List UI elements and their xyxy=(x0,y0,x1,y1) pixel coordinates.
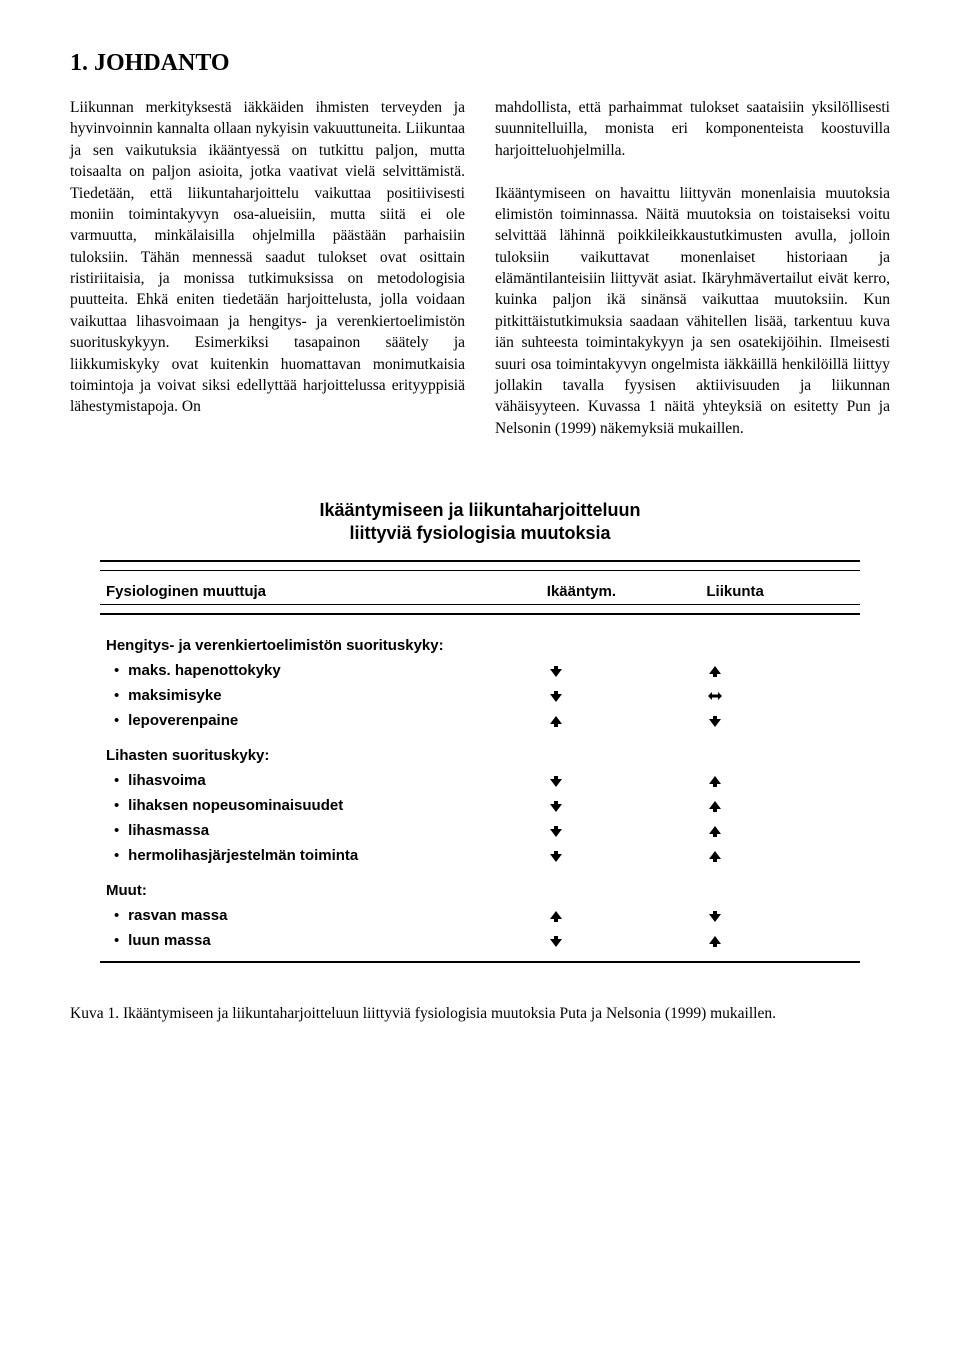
table-title-line1: Ikääntymiseen ja liikuntaharjoitteluun xyxy=(319,500,640,520)
aging-arrow-icon xyxy=(541,903,701,928)
exercise-arrow-icon xyxy=(700,903,860,928)
row-label: • maks. hapenottokyky xyxy=(100,658,541,683)
exercise-arrow-icon xyxy=(700,928,860,953)
body-paragraph-left: Liikunnan merkityksestä iäkkäiden ihmist… xyxy=(70,97,465,418)
figure-table: Ikääntymiseen ja liikuntaharjoitteluun l… xyxy=(100,499,860,963)
aging-arrow-icon xyxy=(541,818,701,843)
aging-arrow-icon xyxy=(541,708,701,733)
table-row: • rasvan massa xyxy=(100,903,860,928)
exercise-arrow-icon xyxy=(700,683,860,708)
table-title: Ikääntymiseen ja liikuntaharjoitteluun l… xyxy=(100,499,860,546)
exercise-arrow-icon xyxy=(700,708,860,733)
aging-arrow-icon xyxy=(541,793,701,818)
table-row: • lihaksen nopeusominaisuudet xyxy=(100,793,860,818)
col-header-variable: Fysiologinen muuttuja xyxy=(100,579,541,605)
row-label: • hermolihasjärjestelmän toiminta xyxy=(100,843,541,868)
aging-arrow-icon xyxy=(541,928,701,953)
physiology-table: Fysiologinen muuttuja Ikääntym. Liikunta… xyxy=(100,560,860,963)
figure-caption: Kuva 1. Ikääntymiseen ja liikuntaharjoit… xyxy=(70,1003,890,1025)
table-row: • maksimisyke xyxy=(100,683,860,708)
row-label: • rasvan massa xyxy=(100,903,541,928)
aging-arrow-icon xyxy=(541,658,701,683)
table-section-label: Lihasten suorituskyky: xyxy=(100,733,860,768)
exercise-arrow-icon xyxy=(700,768,860,793)
table-section-label: Hengitys- ja verenkiertoelimistön suorit… xyxy=(100,623,860,658)
table-row: • lihasmassa xyxy=(100,818,860,843)
col-header-exercise: Liikunta xyxy=(700,579,860,605)
exercise-arrow-icon xyxy=(700,658,860,683)
body-paragraph-right: mahdollista, että parhaimmat tulokset sa… xyxy=(495,97,890,439)
table-title-line2: liittyviä fysiologisia muutoksia xyxy=(349,523,610,543)
table-row: • lepoverenpaine xyxy=(100,708,860,733)
table-row: • hermolihasjärjestelmän toiminta xyxy=(100,843,860,868)
section-heading: 1. JOHDANTO xyxy=(70,50,890,77)
col-header-aging: Ikääntym. xyxy=(541,579,701,605)
aging-arrow-icon xyxy=(541,683,701,708)
row-label: • maksimisyke xyxy=(100,683,541,708)
row-label: • lepoverenpaine xyxy=(100,708,541,733)
table-row: • lihasvoima xyxy=(100,768,860,793)
row-label: • lihaksen nopeusominaisuudet xyxy=(100,793,541,818)
body-text: Liikunnan merkityksestä iäkkäiden ihmist… xyxy=(70,97,890,439)
table-section-label: Muut: xyxy=(100,868,860,903)
aging-arrow-icon xyxy=(541,768,701,793)
exercise-arrow-icon xyxy=(700,843,860,868)
row-label: • lihasvoima xyxy=(100,768,541,793)
row-label: • lihasmassa xyxy=(100,818,541,843)
row-label: • luun massa xyxy=(100,928,541,953)
table-row: • luun massa xyxy=(100,928,860,953)
exercise-arrow-icon xyxy=(700,793,860,818)
table-row: • maks. hapenottokyky xyxy=(100,658,860,683)
exercise-arrow-icon xyxy=(700,818,860,843)
aging-arrow-icon xyxy=(541,843,701,868)
